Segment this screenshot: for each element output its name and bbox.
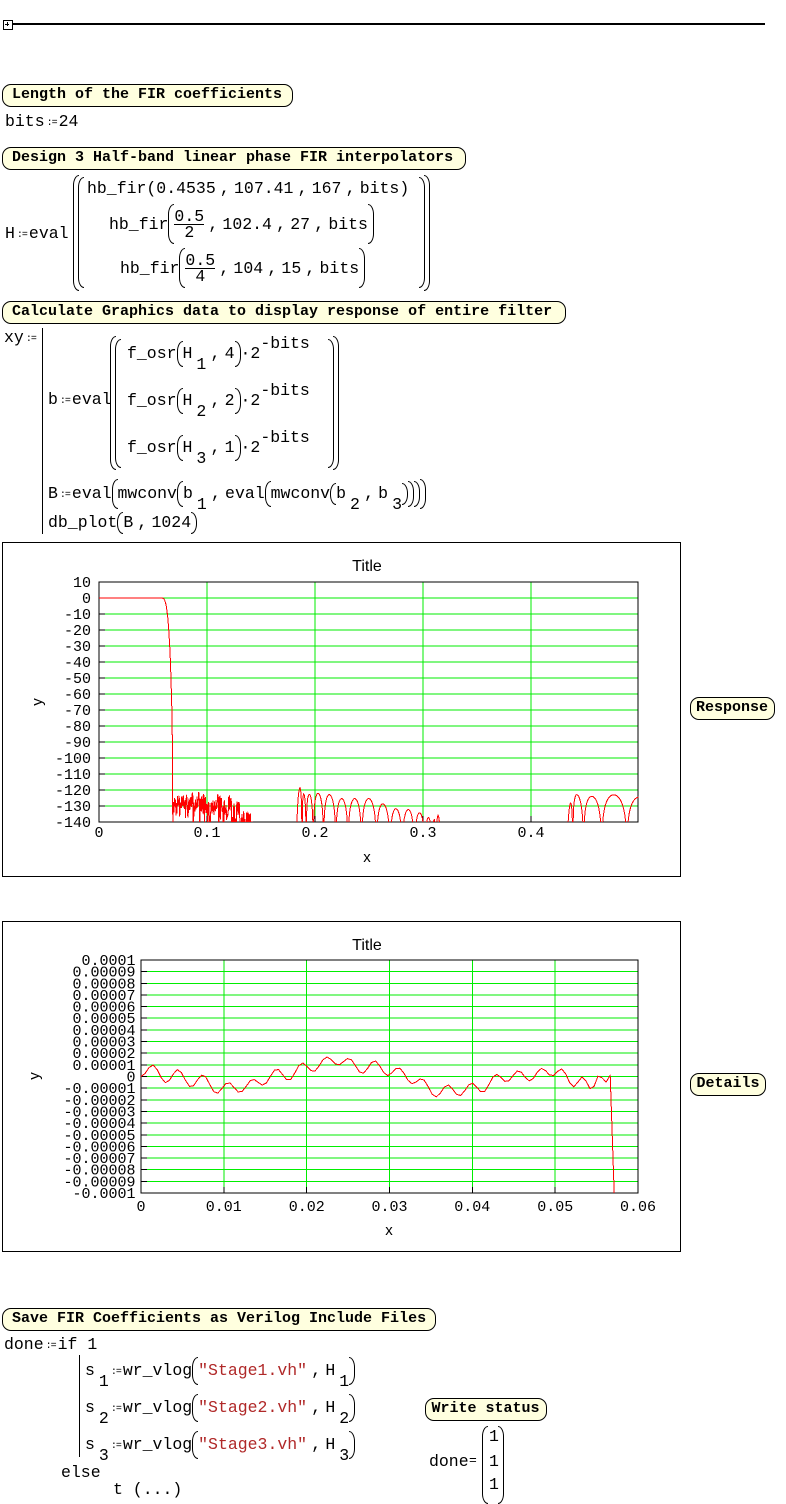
svg-text:-50: -50: [64, 671, 91, 688]
svg-text:-0.00007: -0.00007: [63, 1151, 135, 1168]
svg-text:0.2: 0.2: [301, 825, 328, 842]
svg-text:0.00005: 0.00005: [72, 1011, 135, 1028]
svg-text:y: y: [26, 1072, 43, 1080]
svg-text:-0.00003: -0.00003: [63, 1105, 135, 1122]
svg-text:0.4: 0.4: [517, 825, 544, 842]
svg-text:-0.00004: -0.00004: [63, 1116, 135, 1133]
svg-text:Title: Title: [352, 558, 382, 575]
svg-text:0.00002: 0.00002: [72, 1046, 135, 1063]
svg-text:0: 0: [94, 825, 103, 842]
svg-text:-0.00009: -0.00009: [63, 1174, 135, 1191]
svg-text:0.00007: 0.00007: [72, 988, 135, 1005]
svg-text:0.06: 0.06: [620, 1199, 656, 1216]
svg-text:Title: Title: [352, 937, 382, 954]
svg-text:0.04: 0.04: [454, 1199, 490, 1216]
svg-text:10: 10: [73, 575, 91, 592]
svg-text:-80: -80: [64, 719, 91, 736]
svg-text:0.00008: 0.00008: [72, 976, 135, 993]
svg-text:0: 0: [82, 591, 91, 608]
svg-text:-20: -20: [64, 623, 91, 640]
svg-text:-90: -90: [64, 735, 91, 752]
svg-text:0.3: 0.3: [409, 825, 436, 842]
svg-text:-100: -100: [55, 751, 91, 768]
svg-text:-30: -30: [64, 639, 91, 656]
svg-text:x: x: [385, 1222, 393, 1239]
svg-text:-110: -110: [55, 767, 91, 784]
svg-text:0.00004: 0.00004: [72, 1023, 135, 1040]
svg-text:-0.00005: -0.00005: [63, 1128, 135, 1145]
svg-text:0: 0: [136, 1199, 145, 1216]
svg-text:0.00003: 0.00003: [72, 1035, 135, 1052]
svg-text:-130: -130: [55, 799, 91, 816]
svg-text:-0.00006: -0.00006: [63, 1139, 135, 1156]
svg-text:0.05: 0.05: [537, 1199, 573, 1216]
svg-text:-10: -10: [64, 607, 91, 624]
svg-text:y: y: [29, 698, 46, 706]
svg-text:0.1: 0.1: [193, 825, 220, 842]
svg-text:-0.00001: -0.00001: [63, 1081, 135, 1098]
svg-text:-70: -70: [64, 703, 91, 720]
svg-text:-0.0001: -0.0001: [72, 1186, 135, 1203]
svg-text:0.03: 0.03: [371, 1199, 407, 1216]
svg-text:0.00009: 0.00009: [72, 965, 135, 982]
svg-text:x: x: [363, 849, 371, 866]
svg-text:-0.00008: -0.00008: [63, 1163, 135, 1180]
svg-text:0: 0: [126, 1070, 135, 1087]
svg-text:-120: -120: [55, 783, 91, 800]
svg-text:-60: -60: [64, 687, 91, 704]
svg-text:0.02: 0.02: [289, 1199, 325, 1216]
svg-text:0.0001: 0.0001: [81, 953, 135, 970]
svg-text:0.01: 0.01: [206, 1199, 242, 1216]
svg-text:0.00001: 0.00001: [72, 1058, 135, 1075]
svg-text:0.00006: 0.00006: [72, 1000, 135, 1017]
svg-text:-0.00002: -0.00002: [63, 1093, 135, 1110]
svg-text:-140: -140: [55, 815, 91, 832]
svg-text:-40: -40: [64, 655, 91, 672]
